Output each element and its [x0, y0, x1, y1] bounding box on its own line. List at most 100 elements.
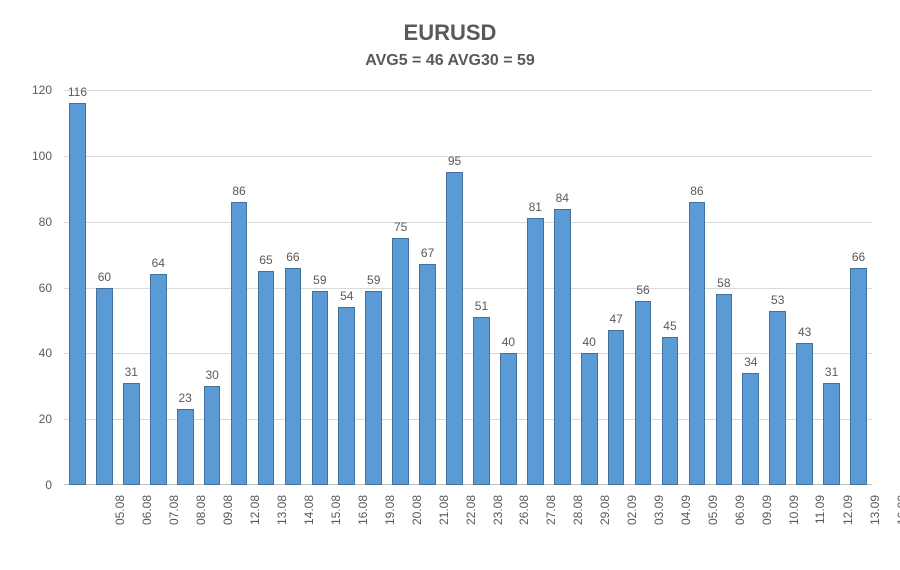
bar-fill: [635, 301, 652, 485]
x-axis-tick-label: 27.08: [544, 495, 558, 525]
bar-value-label: 95: [448, 154, 461, 168]
bar: 67: [419, 90, 436, 485]
x-axis-tick-label: 08.08: [194, 495, 208, 525]
x-axis-tick-label: 02.09: [625, 495, 639, 525]
bar-fill: [850, 268, 867, 485]
chart-title: EURUSD: [0, 20, 900, 46]
bar-fill: [204, 386, 221, 485]
bar-value-label: 34: [744, 355, 757, 369]
bar-value-label: 60: [98, 270, 111, 284]
x-axis-tick-label: 21.08: [437, 495, 451, 525]
bar-value-label: 56: [636, 283, 649, 297]
bar: 40: [500, 90, 517, 485]
bar-value-label: 54: [340, 289, 353, 303]
x-axis-tick-label: 06.08: [140, 495, 154, 525]
bar: 58: [716, 90, 733, 485]
bar-fill: [312, 291, 329, 485]
bar-value-label: 45: [663, 319, 676, 333]
bar-fill: [554, 209, 571, 486]
bar: 95: [446, 90, 463, 485]
bar-fill: [769, 311, 786, 485]
x-axis-tick-label: 03.09: [652, 495, 666, 525]
bar: 66: [285, 90, 302, 485]
bar-value-label: 40: [583, 335, 596, 349]
x-axis-tick-label: 16.08: [356, 495, 370, 525]
bar: 43: [796, 90, 813, 485]
bar: 53: [769, 90, 786, 485]
bar-fill: [392, 238, 409, 485]
bar: 31: [823, 90, 840, 485]
bar: 59: [312, 90, 329, 485]
bar-fill: [177, 409, 194, 485]
bar-fill: [608, 330, 625, 485]
bar-fill: [581, 353, 598, 485]
bar-value-label: 31: [125, 365, 138, 379]
x-axis-tick-label: 10.09: [787, 495, 801, 525]
bar: 23: [177, 90, 194, 485]
bar: 56: [635, 90, 652, 485]
y-axis-tick-label: 80: [0, 215, 52, 229]
x-axis-tick-label: 19.08: [383, 495, 397, 525]
bar-value-label: 23: [179, 391, 192, 405]
plot-area: 1166031642330866566595459756795514081844…: [64, 90, 872, 485]
bar: 51: [473, 90, 490, 485]
bar: 81: [527, 90, 544, 485]
bar-fill: [419, 264, 436, 485]
bar-fill: [96, 288, 113, 486]
bar-value-label: 86: [690, 184, 703, 198]
bar: 116: [69, 90, 86, 485]
y-axis-tick-label: 60: [0, 281, 52, 295]
bar-value-label: 64: [152, 256, 165, 270]
x-axis-tick-label: 28.08: [571, 495, 585, 525]
bar: 34: [742, 90, 759, 485]
x-axis-tick-label: 22.08: [464, 495, 478, 525]
bar-value-label: 31: [825, 365, 838, 379]
bar: 64: [150, 90, 167, 485]
bar-value-label: 66: [852, 250, 865, 264]
chart-subtitle: AVG5 = 46 AVG30 = 59: [0, 52, 900, 70]
bar: 54: [338, 90, 355, 485]
bar-fill: [527, 218, 544, 485]
bar-value-label: 116: [68, 85, 87, 99]
bar: 40: [581, 90, 598, 485]
x-axis-tick-label: 15.08: [329, 495, 343, 525]
bar-fill: [123, 383, 140, 485]
bar-fill: [823, 383, 840, 485]
bar-value-label: 81: [529, 200, 542, 214]
chart-container: EURUSD AVG5 = 46 AVG30 = 59 116 60 31 64 23 3…: [0, 0, 900, 570]
bar: 31: [123, 90, 140, 485]
bar: 86: [689, 90, 706, 485]
bar: 65: [258, 90, 275, 485]
bar-fill: [689, 202, 706, 485]
bar-value-label: 59: [313, 273, 326, 287]
bar-value-label: 30: [205, 368, 218, 382]
bar-fill: [69, 103, 86, 485]
bar: 75: [392, 90, 409, 485]
y-axis-tick-label: 120: [0, 83, 52, 97]
x-axis-tick-label: 16.09: [895, 495, 900, 525]
bar: 47: [608, 90, 625, 485]
x-axis-tick-label: 05.09: [706, 495, 720, 525]
bar-fill: [258, 271, 275, 485]
x-axis-tick-label: 20.08: [410, 495, 424, 525]
bar-fill: [446, 172, 463, 485]
y-axis-tick-label: 0: [0, 478, 52, 492]
bar-fill: [150, 274, 167, 485]
x-axis-tick-label: 09.08: [221, 495, 235, 525]
x-axis-tick-label: 11.09: [813, 495, 827, 524]
x-axis-tick-label: 13.09: [868, 495, 882, 525]
bar-value-label: 53: [771, 293, 784, 307]
bar-value-label: 59: [367, 273, 380, 287]
x-axis-tick-label: 09.09: [760, 495, 774, 525]
bar-fill: [338, 307, 355, 485]
bar-value-label: 67: [421, 246, 434, 260]
bar-value-label: 51: [475, 299, 488, 313]
y-axis-tick-label: 40: [0, 346, 52, 360]
bar-value-label: 47: [609, 312, 622, 326]
bar-value-label: 75: [394, 220, 407, 234]
bar: 30: [204, 90, 221, 485]
x-axis-tick-label: 07.08: [167, 495, 181, 525]
x-axis-tick-label: 23.08: [491, 495, 505, 525]
x-axis-tick-label: 29.08: [598, 495, 612, 525]
bar-fill: [285, 268, 302, 485]
